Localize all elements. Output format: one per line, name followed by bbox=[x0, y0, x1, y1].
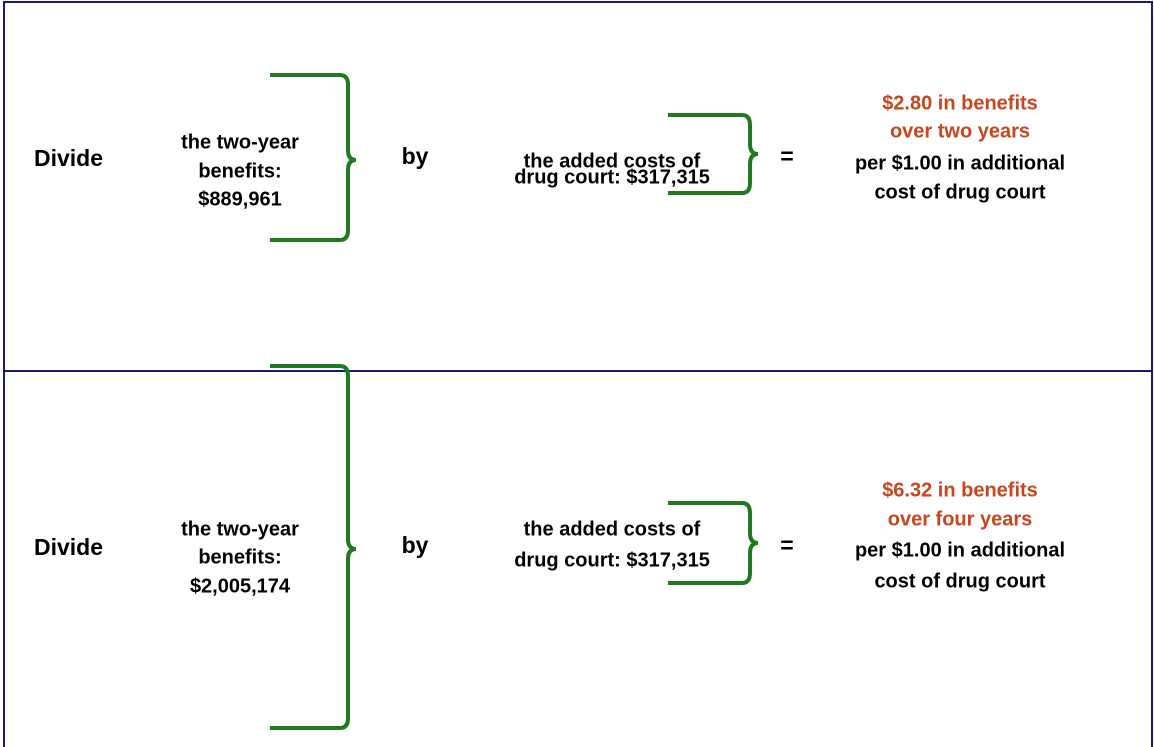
brace bbox=[668, 501, 759, 585]
result-line: per $1.00 in additional bbox=[855, 152, 1065, 174]
benefits-line: benefits: bbox=[198, 546, 281, 568]
result-highlight: over four years bbox=[888, 508, 1033, 530]
brace bbox=[270, 73, 357, 242]
result-line: cost of drug court bbox=[874, 570, 1045, 592]
divide-label: Divide bbox=[34, 534, 103, 560]
result-highlight: $2.80 in benefits bbox=[882, 92, 1038, 114]
by-label: by bbox=[402, 532, 429, 558]
benefits-line: benefits: bbox=[198, 160, 281, 182]
benefits-line: the two-year bbox=[181, 518, 299, 540]
by-label: by bbox=[402, 143, 429, 169]
costs-line: drug court: $317,315 bbox=[514, 166, 710, 188]
brace bbox=[668, 113, 759, 195]
result-highlight: $6.32 in benefits bbox=[882, 479, 1038, 501]
benefits-line: $889,961 bbox=[198, 188, 281, 210]
costs-line: the added costs of bbox=[524, 518, 701, 540]
benefits-line: $2,005,174 bbox=[190, 575, 291, 597]
frame bbox=[3, 1, 1153, 747]
equals-sign: = bbox=[780, 143, 793, 169]
equals-sign: = bbox=[780, 532, 793, 558]
costs-line: the added costs of bbox=[524, 150, 701, 172]
benefits-line: the two-year bbox=[181, 131, 299, 153]
brace bbox=[270, 364, 357, 730]
costs-line: drug court: $317,315 bbox=[514, 549, 710, 571]
divide-label: Divide bbox=[34, 145, 103, 171]
result-highlight: over two years bbox=[890, 120, 1030, 142]
result-line: per $1.00 in additional bbox=[855, 539, 1065, 561]
result-line: cost of drug court bbox=[874, 181, 1045, 203]
